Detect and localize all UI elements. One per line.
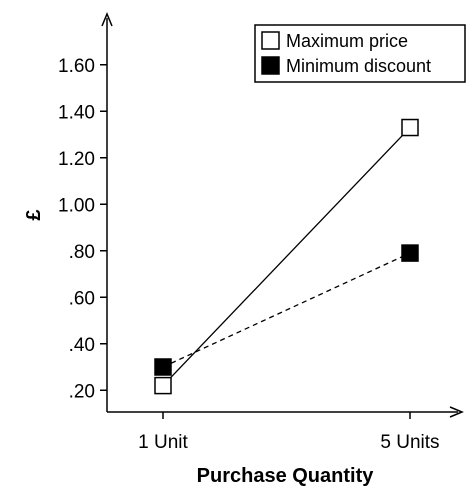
legend: Maximum price Minimum discount — [254, 24, 466, 83]
data-point-minimum-discount — [401, 244, 419, 262]
legend-marker-maximum-price — [261, 31, 280, 50]
y-tick-label: .40 — [69, 335, 95, 356]
y-axis-arrow — [101, 12, 113, 27]
legend-marker-minimum-discount — [261, 56, 280, 75]
x-ticks: 1 Unit 5 Units — [138, 412, 440, 453]
y-tick-label: .60 — [69, 288, 95, 309]
y-tick-label: .20 — [69, 381, 95, 402]
series-line-maximum-price — [162, 127, 411, 387]
series-line-minimum-discount — [162, 252, 411, 368]
y-tick-label: 1.00 — [58, 195, 95, 216]
y-ticks: .20 .40 .60 .80 1.00 1.20 1.40 1.60 — [58, 56, 107, 402]
x-axis-arrow — [449, 406, 464, 418]
legend-label-maximum-price: Maximum price — [286, 31, 408, 51]
data-point-maximum-price — [401, 118, 419, 137]
axes — [101, 12, 464, 418]
y-tick-label: .80 — [69, 242, 95, 263]
legend-label-minimum-discount: Minimum discount — [286, 56, 431, 76]
data-point-minimum-discount — [154, 358, 172, 376]
legend-box — [254, 24, 466, 83]
series-layer — [154, 118, 419, 395]
y-axis-title: £ — [23, 209, 45, 220]
x-axis-title: Purchase Quantity — [197, 465, 375, 487]
y-tick-label: 1.60 — [58, 56, 95, 77]
x-tick-label: 5 Units — [380, 432, 439, 453]
y-tick-label: 1.40 — [58, 102, 95, 123]
x-tick-label: 1 Unit — [138, 432, 188, 453]
y-tick-label: 1.20 — [58, 149, 95, 170]
data-point-maximum-price — [154, 376, 172, 395]
